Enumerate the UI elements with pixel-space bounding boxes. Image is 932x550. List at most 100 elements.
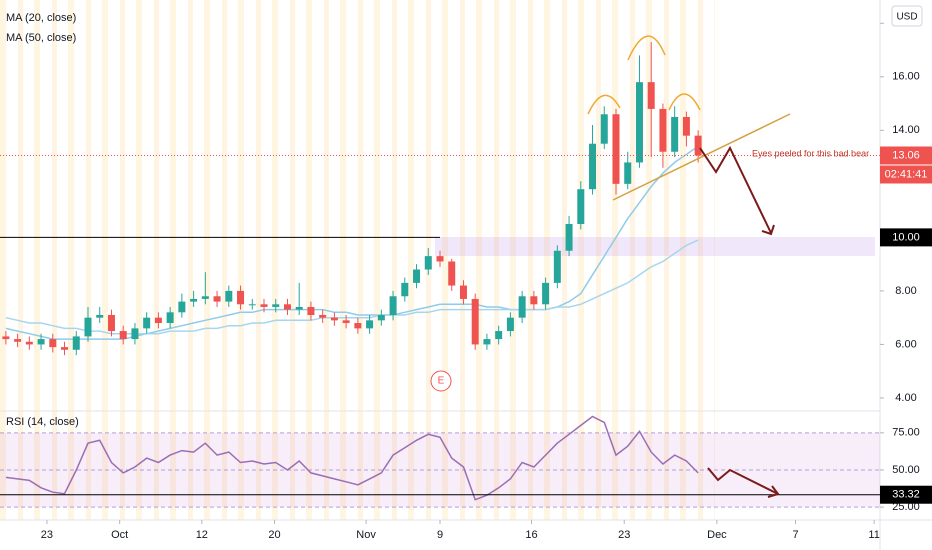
x-tick-label: Dec xyxy=(707,529,727,541)
candle-body xyxy=(635,82,643,163)
x-tick-label: 23 xyxy=(41,529,53,541)
event-marker[interactable] xyxy=(430,370,452,392)
y-tick-label: 16.00 xyxy=(892,71,920,83)
candle-body xyxy=(84,317,92,337)
annotation: Eyes peeled for this bad bear xyxy=(752,148,869,158)
session-shading xyxy=(0,0,715,520)
candle-body xyxy=(107,314,115,332)
drawings xyxy=(587,35,791,498)
head-arc xyxy=(627,35,666,61)
candle-body xyxy=(553,250,561,283)
candle-body xyxy=(448,261,456,286)
shoulder-arc xyxy=(668,93,701,111)
candle-body xyxy=(342,320,350,324)
candle-body xyxy=(518,296,526,318)
legend-ma20: MA (20, close) xyxy=(6,12,76,24)
event-label: E xyxy=(438,376,445,387)
candle-body xyxy=(694,135,702,156)
candle-body xyxy=(237,290,245,305)
y-tick-label: 6.00 xyxy=(895,338,916,350)
candle-body xyxy=(612,114,620,184)
candle-body xyxy=(143,317,151,329)
candle-body xyxy=(366,320,374,329)
candle-body xyxy=(542,282,550,305)
candle-body xyxy=(37,339,45,345)
candle-body xyxy=(49,339,57,348)
x-tick-label: 20 xyxy=(268,529,280,541)
candle-body xyxy=(295,306,303,310)
candle-body xyxy=(354,323,362,329)
candle-body xyxy=(272,304,280,307)
candle-body xyxy=(624,162,632,184)
y-tick-label: 50.00 xyxy=(892,464,920,476)
candle-body xyxy=(459,285,467,299)
candle-body xyxy=(401,282,409,297)
countdown: 02:41:41 xyxy=(885,168,928,180)
rsi-pane: 25.00 50.00 75.00 33.32 23 Oct 12 20 Nov 9 16 23 Dec… xyxy=(0,415,932,541)
price-pane: 4.006.008.0014.0016.0018.0010.0013.0602:… xyxy=(0,17,932,404)
last-price-label-box xyxy=(880,146,932,165)
candle-body xyxy=(119,331,127,340)
candle-body xyxy=(589,143,597,190)
candle-body xyxy=(178,301,186,313)
candle-body xyxy=(2,336,10,340)
rsi-line xyxy=(5,415,699,501)
candle-body xyxy=(14,339,22,342)
candle-body xyxy=(682,116,690,136)
x-tick-label: 16 xyxy=(525,529,537,541)
candle-body xyxy=(436,256,444,262)
candle-body xyxy=(213,296,221,302)
candle-body xyxy=(25,341,33,345)
last-price-label: 13.06 xyxy=(892,149,920,161)
candle-body xyxy=(495,331,503,340)
y-tick-label: 14.00 xyxy=(892,124,920,136)
arrow-head xyxy=(761,224,775,236)
currency: USD xyxy=(896,12,917,23)
candle-body xyxy=(190,298,198,302)
candle-body xyxy=(154,317,162,324)
candle-body xyxy=(377,314,385,321)
candle-body xyxy=(330,317,338,321)
candle-body xyxy=(307,306,315,315)
x-tick-label: 12 xyxy=(196,529,208,541)
candle-body xyxy=(283,304,291,310)
candle-body xyxy=(565,224,573,251)
candle-body xyxy=(659,108,667,152)
candle-body xyxy=(61,347,69,350)
candle-body xyxy=(201,296,209,299)
candle-body xyxy=(131,328,139,340)
candle-body xyxy=(424,256,432,270)
level-label-box xyxy=(880,485,932,504)
candle-body xyxy=(647,82,655,109)
candle-body xyxy=(506,317,514,332)
candle-body xyxy=(72,336,80,350)
level-label: 33.32 xyxy=(892,489,920,501)
rsi-title: RSI (14, close) xyxy=(6,416,79,428)
y-tick-label: 75.00 xyxy=(892,427,920,439)
arrow-path xyxy=(699,145,772,234)
level-label-box xyxy=(880,228,932,247)
candle-body xyxy=(166,312,174,324)
y-tick-label: 4.00 xyxy=(895,392,916,404)
currency-button[interactable] xyxy=(891,5,923,27)
candle-body xyxy=(600,114,608,144)
candle-body xyxy=(471,298,479,345)
countdown-box xyxy=(880,165,932,184)
y-tick-label: 25.00 xyxy=(892,501,920,513)
candle-body xyxy=(577,189,585,225)
rsi-band xyxy=(0,432,880,508)
candle-body xyxy=(389,296,397,315)
neckline xyxy=(612,113,791,201)
legend-ma50: MA (50, close) xyxy=(6,32,76,44)
x-tick-label: 9 xyxy=(437,529,443,541)
moving-average xyxy=(5,145,699,340)
x-tick-label: 11 xyxy=(868,529,879,541)
candle-body xyxy=(530,296,538,305)
x-tick-label: Nov xyxy=(356,529,376,541)
rsi-arrow-path xyxy=(707,467,779,495)
candle-body xyxy=(483,339,491,345)
y-tick-label: 8.00 xyxy=(895,285,916,297)
zone xyxy=(435,237,875,256)
